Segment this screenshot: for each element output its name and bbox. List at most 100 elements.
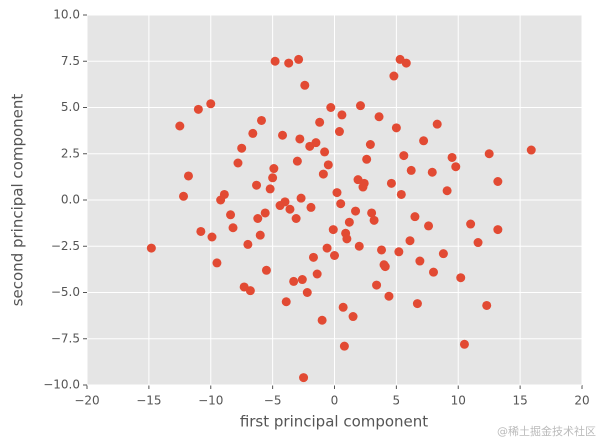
point (308, 252, 318, 262)
point (359, 178, 369, 188)
point (348, 312, 358, 322)
point (339, 341, 349, 351)
point (354, 241, 364, 251)
point (306, 202, 316, 212)
x-tick-label: −15 (136, 394, 161, 408)
point (253, 214, 263, 223)
y-tick-label: −7.5 (51, 331, 80, 345)
point (396, 189, 406, 199)
point (212, 258, 222, 268)
x-tick-label: 5 (393, 394, 401, 408)
point (252, 180, 262, 190)
point (399, 151, 409, 161)
point (384, 291, 394, 301)
point (260, 208, 270, 218)
point (239, 282, 249, 292)
point (330, 251, 339, 260)
point (334, 127, 344, 137)
x-tick-label: 0 (331, 394, 339, 408)
x-tick-label: −20 (74, 394, 99, 408)
point (379, 260, 389, 270)
y-tick-label: 2.5 (61, 146, 80, 160)
x-tick-label: 10 (451, 394, 466, 408)
point (196, 226, 206, 236)
x-tick-label: −5 (264, 394, 282, 408)
y-tick-label: 7.5 (61, 54, 80, 68)
point (473, 238, 483, 248)
point (336, 199, 346, 209)
point (377, 245, 387, 255)
point (419, 136, 429, 146)
point (493, 225, 503, 235)
point (248, 128, 258, 138)
point (351, 206, 361, 216)
point (369, 215, 379, 225)
y-tick-label: 10.0 (53, 8, 80, 22)
point (315, 117, 325, 127)
point (284, 58, 294, 68)
point (466, 219, 476, 229)
point (243, 239, 253, 249)
point (285, 204, 295, 214)
point (302, 288, 312, 297)
point (270, 56, 280, 66)
point (412, 299, 422, 309)
point (216, 195, 226, 205)
point (410, 212, 420, 222)
point (438, 249, 448, 259)
point (432, 119, 442, 129)
point (146, 243, 156, 253)
point (278, 130, 288, 140)
point (269, 164, 279, 174)
point (447, 152, 457, 162)
point (389, 71, 399, 81)
point (206, 99, 216, 109)
point (311, 138, 321, 148)
point (294, 54, 304, 64)
point (193, 104, 203, 114)
point (318, 169, 328, 179)
point (175, 121, 185, 131)
point (338, 302, 348, 312)
point (337, 110, 347, 120)
point (367, 208, 377, 218)
point (261, 265, 271, 275)
point (295, 134, 305, 144)
point (328, 225, 338, 235)
y-tick-label: −10.0 (43, 378, 80, 392)
point (362, 154, 372, 164)
point (427, 167, 437, 177)
point (355, 101, 365, 111)
point (459, 339, 469, 349)
y-axis-title: second principal component (9, 94, 27, 307)
point (322, 243, 332, 253)
point (484, 149, 494, 159)
x-tick-label: 20 (574, 394, 589, 408)
point (228, 223, 238, 233)
point (401, 58, 411, 68)
point (323, 160, 333, 170)
point (482, 300, 492, 310)
point (342, 234, 352, 244)
point (451, 162, 461, 172)
point (374, 112, 384, 122)
point (289, 276, 299, 286)
point (299, 373, 309, 383)
point (300, 80, 310, 90)
point (179, 191, 189, 201)
point (429, 267, 438, 277)
point (424, 221, 434, 231)
y-tick-label: −5.0 (51, 285, 80, 299)
x-tick-label: −10 (198, 394, 223, 408)
point (415, 256, 425, 266)
point (394, 247, 404, 257)
point (226, 210, 236, 220)
point (344, 217, 354, 227)
point (365, 140, 375, 149)
point (233, 158, 243, 168)
point (317, 315, 327, 325)
point (526, 145, 536, 155)
watermark: @稀土掘金技术社区 (497, 424, 596, 438)
point (386, 178, 396, 188)
point (207, 232, 217, 242)
